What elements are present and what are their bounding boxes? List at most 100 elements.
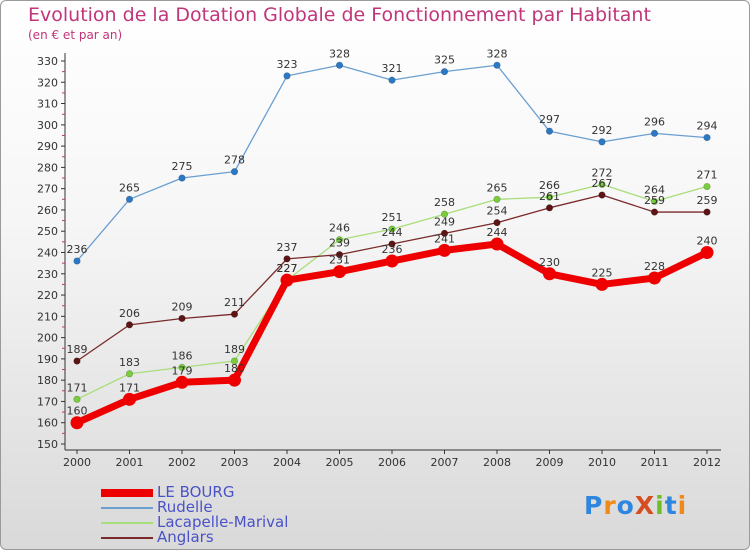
data-label: 323: [277, 58, 298, 71]
data-label: 297: [539, 113, 560, 126]
data-point-le-bourg: [438, 243, 451, 257]
data-label: 328: [487, 47, 508, 60]
y-tick-label: 150: [37, 438, 58, 451]
data-label: 225: [592, 266, 613, 279]
x-tick-label: 2000: [63, 456, 91, 469]
data-label: 179: [172, 364, 193, 377]
data-point-anglars: [73, 357, 81, 365]
y-tick-label: 230: [37, 268, 58, 281]
legend-label-lacapelle-marival: Lacapelle-Marival: [157, 513, 289, 531]
data-label: 227: [277, 262, 298, 275]
data-label: 231: [329, 254, 350, 267]
data-label: 244: [487, 226, 508, 239]
data-label: 189: [67, 343, 88, 356]
data-point-anglars: [283, 255, 291, 263]
data-label: 249: [434, 215, 455, 228]
data-point-le-bourg: [543, 267, 556, 281]
logo-letter: t: [664, 491, 678, 520]
data-point-lacapelle-marival: [598, 180, 606, 189]
data-label: 259: [644, 194, 665, 207]
data-point-lacapelle-marival: [178, 363, 186, 372]
y-tick-label: 270: [37, 183, 58, 196]
legend-label-le-bourg: LE BOURG: [157, 483, 235, 501]
y-tick-label: 200: [37, 332, 58, 345]
legend-item-anglars: Anglars: [101, 530, 288, 545]
y-tick-label: 180: [37, 374, 58, 387]
data-point-anglars: [388, 240, 396, 248]
data-point-anglars: [230, 310, 239, 318]
data-label: 258: [434, 196, 455, 209]
y-tick-label: 300: [37, 119, 58, 132]
data-point-lacapelle-marival: [335, 236, 344, 244]
y-tick-label: 310: [37, 98, 58, 111]
y-tick-label: 330: [37, 55, 58, 68]
data-label: 271: [697, 169, 718, 182]
legend-swatch-le-bourg: [101, 488, 153, 497]
data-point-le-bourg: [648, 271, 661, 285]
legend-item-le-bourg: LE BOURG: [101, 485, 288, 500]
data-point-le-bourg: [700, 246, 714, 259]
data-point-lacapelle-marival: [440, 210, 449, 218]
data-point-anglars: [493, 219, 501, 227]
data-label: 244: [382, 226, 403, 239]
data-label: 228: [644, 260, 665, 273]
data-point-lacapelle-marival: [493, 195, 501, 203]
data-point-le-bourg: [333, 265, 346, 279]
data-point-anglars: [650, 208, 659, 216]
data-label: 275: [172, 160, 193, 173]
data-label: 183: [119, 356, 140, 369]
legend: LE BOURG Rudelle Lacapelle-Marival Angla…: [101, 485, 288, 545]
x-tick-label: 2009: [536, 456, 564, 469]
data-label: 261: [539, 190, 560, 203]
x-tick-label: 2008: [483, 456, 511, 469]
y-tick-label: 190: [37, 353, 58, 366]
x-tick-label: 2002: [168, 456, 196, 469]
data-label: 186: [172, 349, 193, 362]
x-tick-label: 2003: [221, 456, 249, 469]
y-tick-label: 290: [37, 140, 58, 153]
data-point-rudelle: [283, 72, 291, 80]
data-label: 259: [697, 194, 718, 207]
data-point-le-bourg: [123, 392, 136, 406]
legend-item-rudelle: Rudelle: [101, 500, 288, 515]
legend-item-lacapelle-marival: Lacapelle-Marival: [101, 515, 288, 530]
y-tick-label: 210: [37, 310, 58, 323]
data-label: 240: [697, 235, 718, 248]
data-label: 171: [119, 381, 140, 394]
data-point-rudelle: [230, 168, 239, 176]
x-tick-label: 2006: [378, 456, 406, 469]
data-label: 236: [67, 243, 88, 256]
data-label: 251: [382, 211, 403, 224]
data-label: 265: [119, 181, 140, 194]
y-tick-label: 320: [37, 76, 58, 89]
x-tick-label: 2004: [273, 456, 301, 469]
data-label: 171: [67, 381, 88, 394]
data-point-rudelle: [650, 129, 659, 137]
logo-letter: X: [634, 491, 656, 520]
data-point-lacapelle-marival: [73, 395, 81, 403]
logo-letter: o: [616, 491, 635, 520]
legend-swatch-anglars: [101, 536, 153, 539]
data-label: 328: [329, 47, 350, 60]
x-tick-label: 2012: [693, 456, 721, 469]
x-tick-label: 2007: [431, 456, 459, 469]
legend-swatch-rudelle: [101, 506, 153, 509]
data-point-lacapelle-marival: [230, 357, 239, 365]
data-point-rudelle: [598, 138, 606, 146]
data-point-rudelle: [73, 257, 81, 265]
y-tick-label: 220: [37, 289, 58, 302]
data-point-le-bourg: [70, 416, 84, 430]
data-point-rudelle: [703, 134, 711, 142]
proxiti-logo: ProXiti: [584, 491, 687, 520]
data-label: 237: [277, 241, 298, 254]
data-point-anglars: [335, 251, 344, 259]
x-tick-label: 2010: [588, 456, 616, 469]
chart-title: Evolution de la Dotation Globale de Fonc…: [28, 4, 651, 26]
data-point-anglars: [125, 321, 134, 329]
data-label: 325: [434, 54, 455, 67]
data-label: 272: [592, 166, 613, 179]
data-label: 321: [382, 62, 403, 75]
data-label: 236: [382, 243, 403, 256]
data-point-le-bourg: [490, 237, 504, 251]
